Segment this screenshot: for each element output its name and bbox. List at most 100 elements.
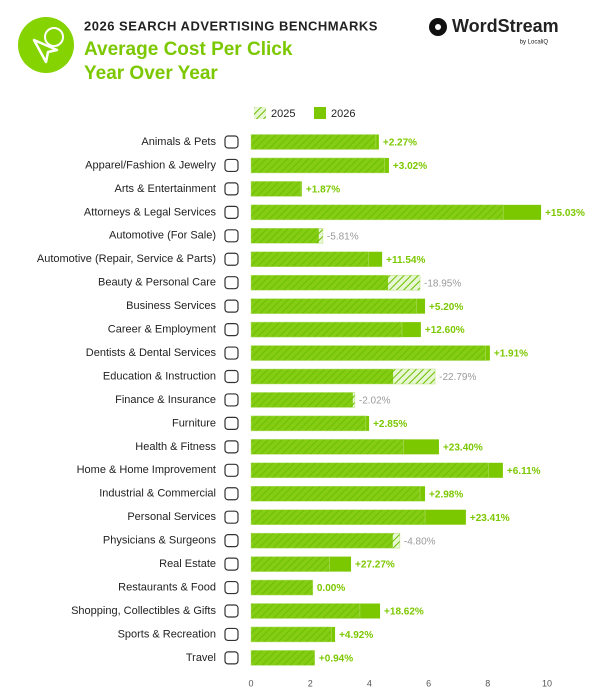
category-icon bbox=[224, 346, 239, 360]
change-label: +3.02% bbox=[393, 161, 427, 172]
category-label: Health & Fitness bbox=[135, 441, 216, 453]
change-label: +23.41% bbox=[470, 513, 510, 524]
change-label: +2.98% bbox=[429, 489, 463, 500]
category-icon bbox=[224, 510, 239, 524]
bar-2025 bbox=[250, 228, 324, 244]
change-label: +1.91% bbox=[494, 349, 528, 360]
category-label: Attorneys & Legal Services bbox=[84, 206, 217, 218]
change-label: +15.03% bbox=[545, 208, 585, 219]
category-icon bbox=[224, 299, 239, 313]
legend-label: 2026 bbox=[331, 108, 355, 120]
bar-2025 bbox=[250, 626, 332, 643]
bar-2025 bbox=[250, 157, 386, 174]
bar-2025 bbox=[250, 274, 421, 291]
change-label: +23.40% bbox=[443, 442, 483, 453]
category-icon bbox=[224, 205, 239, 219]
category-icon bbox=[224, 158, 239, 173]
change-label: +18.62% bbox=[384, 607, 424, 618]
category-label: Industrial & Commercial bbox=[99, 488, 216, 500]
category-label: Apparel/Fashion & Jewelry bbox=[85, 159, 216, 171]
legend-swatch bbox=[314, 107, 326, 119]
category-icon bbox=[224, 534, 239, 548]
x-tick-label: 0 bbox=[248, 678, 253, 688]
category-label: Career & Employment bbox=[108, 324, 216, 336]
category-label: Personal Services bbox=[127, 511, 216, 523]
change-label: +0.94% bbox=[319, 654, 353, 665]
x-tick-label: 10 bbox=[542, 678, 552, 688]
chart-title: Average Cost Per Click bbox=[84, 39, 293, 60]
bar-2025 bbox=[250, 321, 403, 338]
bar-2025 bbox=[250, 579, 314, 596]
bar-2025 bbox=[250, 650, 315, 666]
bar-2025 bbox=[250, 298, 417, 314]
category-label: Travel bbox=[186, 652, 216, 664]
bar-2025 bbox=[250, 134, 377, 150]
category-label: Shopping, Collectibles & Gifts bbox=[71, 605, 216, 617]
category-label: Dentists & Dental Services bbox=[86, 347, 217, 359]
category-icon bbox=[224, 557, 239, 571]
category-label: Automotive (For Sale) bbox=[109, 230, 216, 242]
change-label: +12.60% bbox=[425, 325, 465, 336]
change-label: +11.54% bbox=[386, 255, 425, 266]
bar-2025 bbox=[250, 556, 330, 572]
category-icon bbox=[224, 252, 239, 266]
category-icon bbox=[224, 604, 239, 618]
category-icon bbox=[224, 651, 239, 665]
bar-2025 bbox=[250, 462, 489, 479]
bar-2025 bbox=[250, 368, 436, 385]
brand-name: WordStream bbox=[452, 16, 559, 36]
bar-2025 bbox=[250, 181, 302, 197]
category-icon bbox=[224, 229, 239, 243]
category-icon bbox=[224, 135, 239, 149]
category-icon bbox=[224, 463, 239, 477]
x-tick-label: 6 bbox=[426, 678, 431, 688]
change-label: +6.11% bbox=[507, 466, 541, 477]
category-label: Sports & Recreation bbox=[118, 628, 216, 640]
x-tick-label: 2 bbox=[308, 678, 313, 688]
bar-2025 bbox=[250, 603, 361, 619]
category-label: Beauty & Personal Care bbox=[98, 277, 216, 289]
category-icon bbox=[224, 440, 239, 454]
bar-2025 bbox=[250, 204, 504, 221]
brand-tagline: by LocaliQ bbox=[520, 40, 549, 46]
x-tick-label: 4 bbox=[367, 678, 372, 688]
change-label: +2.27% bbox=[383, 138, 417, 149]
category-label: Furniture bbox=[172, 417, 216, 429]
category-icon bbox=[224, 627, 239, 642]
category-label: Arts & Entertainment bbox=[115, 183, 217, 195]
category-icon bbox=[224, 369, 239, 384]
brand-logo bbox=[429, 18, 447, 36]
change-label: -2.02% bbox=[359, 396, 391, 407]
chart-subtitle: Year Over Year bbox=[84, 63, 218, 84]
change-label: -18.95% bbox=[424, 278, 461, 289]
change-label: -5.81% bbox=[327, 231, 359, 242]
bar-2025 bbox=[250, 392, 356, 408]
bar-2025 bbox=[250, 532, 401, 549]
logo-badge bbox=[18, 17, 74, 73]
bar-2025 bbox=[250, 509, 426, 525]
legend-swatch bbox=[254, 107, 266, 119]
bar-2025 bbox=[250, 439, 404, 455]
change-label: +1.87% bbox=[306, 185, 340, 196]
bar-2025 bbox=[250, 486, 421, 502]
supertitle: 2026 SEARCH ADVERTISING BENCHMARKS bbox=[84, 18, 378, 33]
category-label: Home & Home Improvement bbox=[77, 464, 216, 476]
category-icon bbox=[224, 182, 239, 196]
category-label: Finance & Insurance bbox=[115, 394, 216, 406]
category-icon bbox=[224, 276, 239, 290]
change-label: +27.27% bbox=[355, 560, 395, 571]
legend-label: 2025 bbox=[271, 108, 295, 120]
change-label: -22.79% bbox=[439, 372, 476, 383]
category-icon bbox=[224, 580, 239, 595]
bar-2025 bbox=[250, 415, 367, 432]
change-label: -4.80% bbox=[404, 536, 436, 547]
category-label: Physicians & Surgeons bbox=[103, 535, 217, 547]
change-label: 0.00% bbox=[317, 583, 345, 594]
change-label: +2.85% bbox=[373, 419, 407, 430]
category-label: Automotive (Repair, Service & Parts) bbox=[37, 253, 216, 265]
category-icon bbox=[224, 487, 239, 501]
category-label: Business Services bbox=[126, 300, 216, 312]
category-label: Real Estate bbox=[159, 558, 216, 570]
change-label: +5.20% bbox=[429, 302, 463, 313]
